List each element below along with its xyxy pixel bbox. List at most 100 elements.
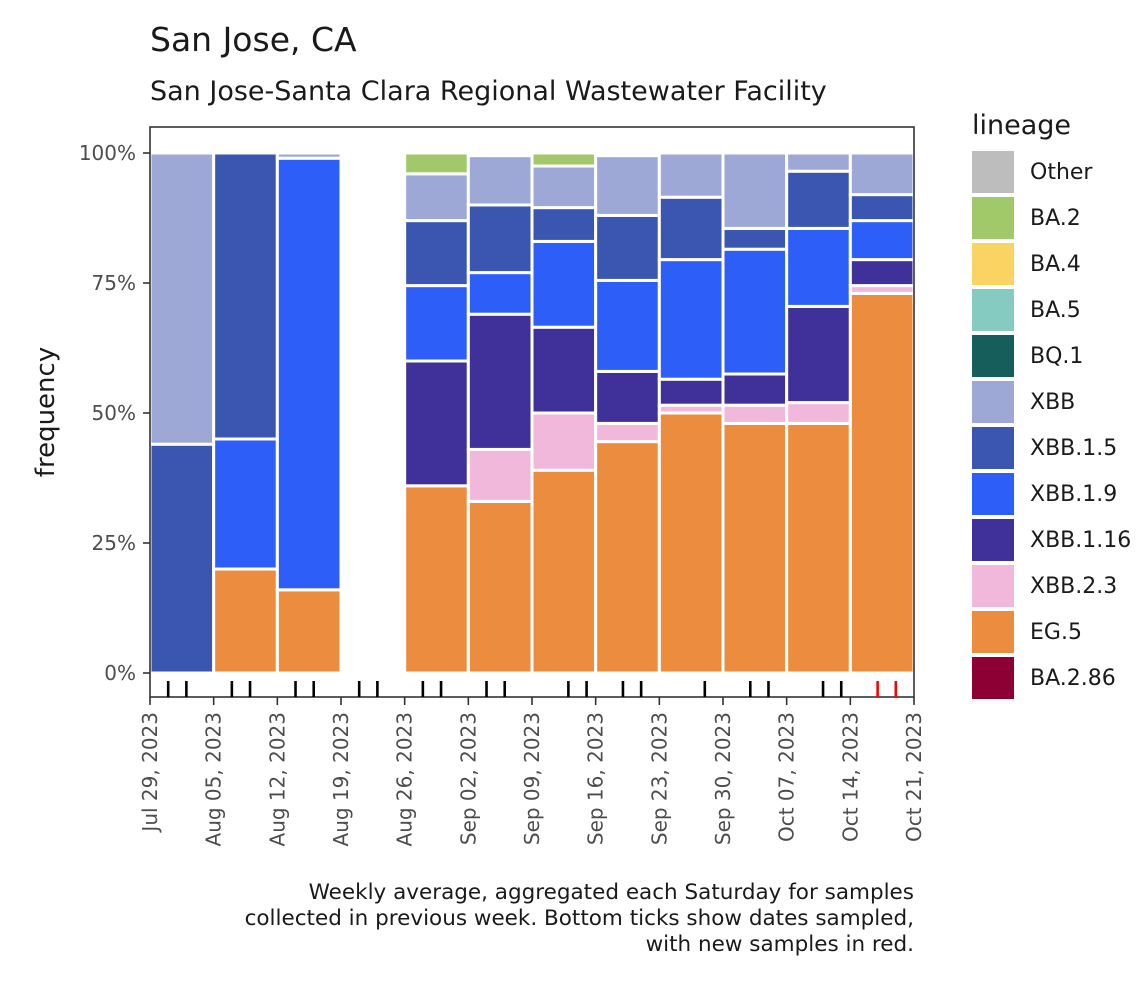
legend-item-ba-2-86: BA.2.86 <box>972 655 1131 701</box>
bar-segment-xbb <box>594 154 661 217</box>
legend-item-eg-5: EG.5 <box>972 609 1131 655</box>
y-tick-label: 0% <box>104 661 136 685</box>
bar-segment-xbb-2-3 <box>594 421 661 444</box>
bar-segment-xbb-1-9 <box>785 226 852 308</box>
y-tick-label: 50% <box>92 401 136 425</box>
bar-segment-xbb-1-16 <box>848 258 916 288</box>
bar-segment-xbb-1-16 <box>657 377 725 407</box>
legend-label: EG.5 <box>1030 619 1082 645</box>
legend-swatch <box>972 473 1014 515</box>
legend-item-ba-2: BA.2 <box>972 195 1131 241</box>
x-tick-label: Sep 23, 2023 <box>647 712 671 845</box>
legend-item-ba-5: BA.5 <box>972 287 1131 333</box>
bar-segment-xbb-1-9 <box>721 247 789 376</box>
bar-segment-xbb <box>403 172 470 223</box>
chart-plot: 0% 25% 50% 75% 100% Jul 29, 2023 Aug 05, 2023… <box>31 126 926 846</box>
bar-segment-xbb <box>148 151 216 446</box>
bar-segment-ba-2 <box>403 151 470 176</box>
x-tick-label: Aug 19, 2023 <box>329 712 353 846</box>
legend-swatch <box>972 243 1014 285</box>
x-tick-label: Oct 07, 2023 <box>775 712 799 842</box>
bar-segment-eg-5 <box>594 440 661 675</box>
x-tick-label: Sep 16, 2023 <box>584 712 608 845</box>
legend-swatch <box>972 151 1014 193</box>
bar-segment-xbb-2-3 <box>785 401 852 425</box>
bar-segment-eg-5 <box>657 411 725 675</box>
bar-segment-eg-5 <box>212 567 279 675</box>
x-tick-label: Jul 29, 2023 <box>138 712 162 834</box>
bar-segment-xbb <box>466 154 534 207</box>
x-axis: Jul 29, 2023 Aug 05, 2023 Aug 12, 2023 Aug … <box>138 697 926 846</box>
legend-label: BA.4 <box>1030 251 1081 277</box>
x-tick-label: Aug 12, 2023 <box>265 712 289 846</box>
bar-segment-eg-5 <box>530 468 598 675</box>
bar-segment-eg-5 <box>785 421 852 675</box>
bar-segment-xbb-1-5 <box>848 193 916 223</box>
legend-swatch <box>972 381 1014 423</box>
bar-segment-ba-4 <box>594 151 661 158</box>
legend-label: XBB.1.9 <box>1030 481 1118 507</box>
y-axis-title: frequency <box>31 347 61 477</box>
x-tick-label: Oct 21, 2023 <box>902 712 926 842</box>
caption-line: with new samples in red. <box>645 932 914 957</box>
legend-swatch <box>972 657 1014 699</box>
legend-item-ba-4: BA.4 <box>972 241 1131 287</box>
legend-label: BA.2.86 <box>1030 665 1116 691</box>
bar-segment-xbb <box>848 151 916 197</box>
bar-segment-xbb-1-5 <box>530 206 598 243</box>
legend-items: Other BA.2 BA.4 BA.5 BQ.1 XBB XBB.1.5 XBB.1.9 XB… <box>972 149 1131 701</box>
bar-segment-xbb-1-5 <box>594 213 661 282</box>
bar-segment-xbb-1-9 <box>212 437 279 571</box>
legend-item-xbb-1-9: XBB.1.9 <box>972 471 1131 517</box>
legend-swatch <box>972 335 1014 377</box>
bar-segment-xbb-1-5 <box>466 203 534 275</box>
bar-segment-eg-5 <box>848 291 916 675</box>
bar-segment-xbb-1-9 <box>530 239 598 329</box>
legend-item-other: Other <box>972 149 1131 195</box>
x-tick-label: Aug 26, 2023 <box>393 712 417 846</box>
legend-swatch <box>972 427 1014 469</box>
bar-segment-xbb-1-5 <box>403 219 470 288</box>
caption-line: Weekly average, aggregated each Saturday… <box>308 880 914 905</box>
bars-layer <box>148 151 916 675</box>
legend: lineage Other BA.2 BA.4 BA.5 BQ.1 XBB XBB.1.5 X… <box>972 110 1131 701</box>
bar-segment-xbb-1-5 <box>721 226 789 251</box>
legend-swatch <box>972 197 1014 239</box>
legend-item-bq-1: BQ.1 <box>972 333 1131 379</box>
caption: Weekly average, aggregated each Saturday… <box>154 880 914 958</box>
legend-label: XBB <box>1030 389 1076 415</box>
caption-line: collected in previous week. Bottom ticks… <box>244 906 914 931</box>
bar-segment-xbb-1-5 <box>148 442 216 675</box>
bar-segment-xbb-1-9 <box>848 219 916 262</box>
bar-segment-xbb-2-3 <box>466 447 534 503</box>
y-axis: 0% 25% 50% 75% 100% <box>79 141 150 685</box>
x-tick-label: Oct 14, 2023 <box>838 712 862 842</box>
bar-segment-xbb <box>785 151 852 173</box>
legend-label: XBB.1.16 <box>1030 527 1132 553</box>
bar-segment-xbb-2-3 <box>530 411 598 472</box>
bar-segment-xbb-1-16 <box>530 325 598 415</box>
bar-segment-eg-5 <box>275 588 343 675</box>
bar-segment-eg-5 <box>403 484 470 675</box>
bar-segment-xbb <box>275 151 343 160</box>
legend-swatch <box>972 289 1014 331</box>
legend-label: Other <box>1030 159 1093 185</box>
bar-segment-xbb-1-16 <box>594 369 661 425</box>
bar-segment-xbb-1-16 <box>721 372 789 407</box>
chart-subtitle: San Jose-Santa Clara Regional Wastewater… <box>150 76 827 107</box>
x-tick-label: Aug 05, 2023 <box>202 712 226 846</box>
bar-segment-eg-5 <box>721 421 789 675</box>
bar-segment-ba-2 <box>466 151 534 158</box>
legend-label: BA.5 <box>1030 297 1081 323</box>
y-tick-label: 100% <box>79 141 136 165</box>
bar-segment-xbb-1-9 <box>403 284 470 363</box>
bar-segment-xbb-1-9 <box>657 258 725 381</box>
bar-segment-xbb-1-16 <box>466 312 534 451</box>
legend-item-xbb-2-3: XBB.2.3 <box>972 563 1131 609</box>
bar-segment-xbb <box>657 151 725 199</box>
legend-label: BA.2 <box>1030 205 1081 231</box>
bar-segment-xbb-2-3 <box>721 403 789 425</box>
legend-item-xbb: XBB <box>972 379 1131 425</box>
y-tick-label: 25% <box>92 531 136 555</box>
bar-segment-xbb-1-5 <box>785 169 852 230</box>
